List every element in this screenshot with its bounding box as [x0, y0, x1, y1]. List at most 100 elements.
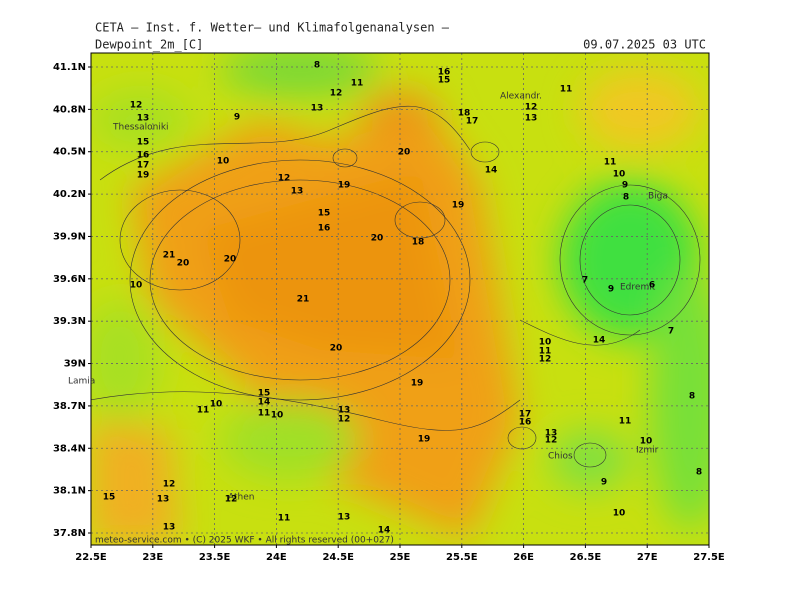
- contour-label: 9: [601, 478, 607, 488]
- contour-label: 12: [330, 89, 343, 99]
- lon-label: 23E: [142, 552, 163, 563]
- contour-label: 12: [338, 415, 351, 425]
- contour-label: 16: [318, 224, 331, 234]
- contour-label: 12: [525, 103, 538, 113]
- contour-label: 9: [622, 181, 628, 191]
- contour-label: 13: [545, 429, 558, 439]
- lat-label: 41.1N: [53, 62, 86, 73]
- footer: meteo-service.com • (C) 2025 WKF • All r…: [95, 536, 394, 546]
- contour-label: 11: [197, 406, 210, 416]
- contour-label: 19: [452, 201, 465, 211]
- contour-label: 8: [623, 193, 629, 203]
- contour-label: 21: [163, 251, 176, 261]
- datetime: 09.07.2025 03 UTC: [583, 38, 706, 52]
- contour-label: 13: [338, 406, 351, 416]
- contour-label: 14: [258, 398, 271, 408]
- contour-label: 13: [525, 114, 538, 124]
- place-name: Edremit: [620, 283, 656, 293]
- lon-label: 26E: [513, 552, 534, 563]
- lon-label: 25.5E: [446, 552, 478, 563]
- agency: CETA – Inst. f. Wetter– und Klimafolgena…: [95, 21, 450, 35]
- contour-label: 6: [649, 281, 655, 291]
- contour-label: 13: [291, 187, 304, 197]
- contour-label: 21: [297, 295, 310, 305]
- contour-label: 13: [338, 513, 351, 523]
- contour-label: 11: [351, 79, 364, 89]
- contour-label: 14: [593, 336, 606, 346]
- place-name: Lamia: [68, 377, 95, 387]
- contour-label: 11: [278, 514, 291, 524]
- contour-label: 20: [177, 259, 190, 269]
- contour-label: 12: [130, 101, 143, 111]
- lat-label: 38.4N: [53, 443, 86, 454]
- contour-label: 18: [412, 238, 425, 248]
- contour-label: 10: [130, 281, 143, 291]
- contour-label: 19: [418, 435, 431, 445]
- contour-label: 19: [411, 379, 424, 389]
- lon-label: 24.5E: [322, 552, 354, 563]
- contour-label: 16: [519, 418, 532, 428]
- contour-label: 9: [608, 285, 614, 295]
- contour-label: 14: [378, 526, 391, 536]
- contour-label: 13: [311, 104, 324, 114]
- contour-label: 13: [157, 495, 170, 505]
- contour-label: 10: [539, 338, 552, 348]
- lon-label: 26.5E: [570, 552, 602, 563]
- contour-label: 10: [217, 157, 230, 167]
- contour-label: 20: [371, 234, 384, 244]
- contour-label: 12: [225, 495, 238, 505]
- place-name: Alexandr.: [500, 92, 542, 102]
- contour-label: 7: [668, 327, 674, 337]
- place-name: Izmir: [636, 446, 659, 456]
- contour-label: 16: [438, 68, 451, 78]
- contour-label: 15: [137, 138, 150, 148]
- lat-label: 38.7N: [53, 401, 86, 412]
- contour-label: 15: [438, 76, 451, 86]
- lat-label: 39N: [64, 359, 86, 370]
- contour-label: 17: [519, 410, 532, 420]
- contour-label: 10: [271, 411, 284, 421]
- place-name: Thessaloniki: [112, 123, 169, 133]
- lat-label: 40.8N: [53, 104, 86, 115]
- lon-label: 27E: [637, 552, 658, 563]
- contour-label: 11: [560, 85, 573, 95]
- contour-label: 8: [314, 61, 320, 71]
- contour-label: 12: [539, 355, 552, 365]
- contour-label: 20: [330, 344, 343, 354]
- contour-label: 11: [619, 417, 632, 427]
- lat-label: 39.3N: [53, 316, 86, 327]
- contour-label: 17: [466, 117, 479, 127]
- contour-label: 9: [234, 113, 240, 123]
- contour-label: 16: [137, 151, 150, 161]
- contour-label: 20: [224, 255, 237, 265]
- contour-label: 19: [338, 181, 351, 191]
- lon-label: 25E: [390, 552, 411, 563]
- contour-label: 10: [613, 509, 626, 519]
- variable: Dewpoint_2m_[C]: [95, 38, 203, 52]
- contour-label: 17: [137, 161, 150, 171]
- contour-label: 10: [640, 437, 653, 447]
- contour-label: 12: [278, 174, 291, 184]
- lat-label: 40.5N: [53, 147, 86, 158]
- contour-label: 15: [103, 493, 116, 503]
- contour-label: 11: [258, 409, 271, 419]
- contour-label: 7: [582, 276, 588, 286]
- contour-label: 8: [689, 392, 695, 402]
- contour-label: 12: [163, 480, 176, 490]
- place-name: Athen: [228, 493, 254, 503]
- contour-label: 14: [485, 166, 498, 176]
- contour-label: 11: [604, 158, 617, 168]
- contour-label: 18: [458, 109, 471, 119]
- contour-label: 20: [398, 148, 411, 158]
- lon-label: 23.5E: [199, 552, 231, 563]
- lat-label: 40.2N: [53, 189, 86, 200]
- lon-label: 24E: [266, 552, 287, 563]
- contour-label: 10: [613, 170, 626, 180]
- lat-label: 38.1N: [53, 486, 86, 497]
- contour-label: 15: [318, 209, 331, 219]
- contour-label: 13: [163, 523, 176, 533]
- lat-label: 39.9N: [53, 231, 86, 242]
- contour-label: 15: [258, 389, 271, 399]
- contour-label: 10: [210, 400, 223, 410]
